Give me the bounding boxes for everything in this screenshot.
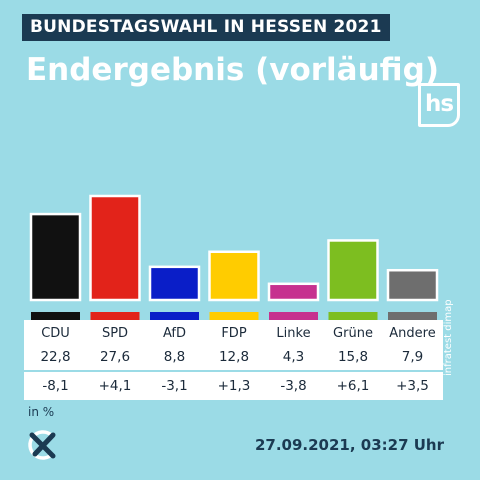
timestamp: 27.09.2021, 03:27 Uhr xyxy=(254,436,444,454)
hs-logo: hs xyxy=(418,83,460,127)
party-name: Andere xyxy=(389,325,436,341)
party-name: AfD xyxy=(162,325,187,341)
bar-spd xyxy=(89,194,141,302)
party-change: -3,1 xyxy=(161,378,188,394)
party-changes-row: -8,1 +4,1 -3,1 +1,3 -3,8 +6,1 +3,5 xyxy=(24,372,443,400)
bar-andere xyxy=(386,268,439,302)
party-names-row: CDU SPD AfD FDP Linke Grüne Andere xyxy=(24,320,443,346)
party-value: 7,9 xyxy=(401,349,424,365)
vote-cross-icon xyxy=(28,430,58,460)
party-name: CDU xyxy=(41,325,70,341)
party-change: +6,1 xyxy=(336,378,370,394)
color-strip-grüne xyxy=(328,312,378,321)
party-name: Linke xyxy=(276,325,311,341)
party-value: 12,8 xyxy=(218,349,250,365)
party-change: -3,8 xyxy=(280,378,307,394)
color-strip-spd xyxy=(90,312,140,321)
party-value: 4,3 xyxy=(282,349,305,365)
party-name: SPD xyxy=(101,325,129,341)
header-tag: BUNDESTAGSWAHL IN HESSEN 2021 xyxy=(22,14,390,41)
color-strip-afd xyxy=(150,312,199,321)
bar-fdp xyxy=(208,250,260,302)
color-strip-linke xyxy=(269,312,318,321)
source-label: infratest dimap xyxy=(443,299,454,376)
bar-afd xyxy=(148,265,201,302)
party-value: 8,8 xyxy=(163,349,186,365)
bar-cdu xyxy=(29,212,82,302)
party-change: +3,5 xyxy=(396,378,429,394)
color-strip-fdp xyxy=(209,312,259,321)
party-values-row: 22,8 27,6 8,8 12,8 4,3 15,8 7,9 xyxy=(24,344,443,370)
party-change: +4,1 xyxy=(98,378,132,394)
party-value: 15,8 xyxy=(337,349,369,365)
party-change: -8,1 xyxy=(42,378,69,394)
party-value: 27,6 xyxy=(99,349,131,365)
unit-label: in % xyxy=(28,405,55,419)
party-change: +1,3 xyxy=(217,378,251,394)
bar-grüne xyxy=(327,239,379,302)
party-name: FDP xyxy=(221,325,247,341)
bar-linke xyxy=(267,282,320,302)
party-value: 22,8 xyxy=(40,349,71,365)
color-strip-andere xyxy=(388,312,437,321)
row-divider xyxy=(24,370,443,372)
color-strip-cdu xyxy=(31,312,80,321)
page-title: Endergebnis (vorläufig) xyxy=(26,52,440,88)
party-name: Grüne xyxy=(333,325,373,341)
